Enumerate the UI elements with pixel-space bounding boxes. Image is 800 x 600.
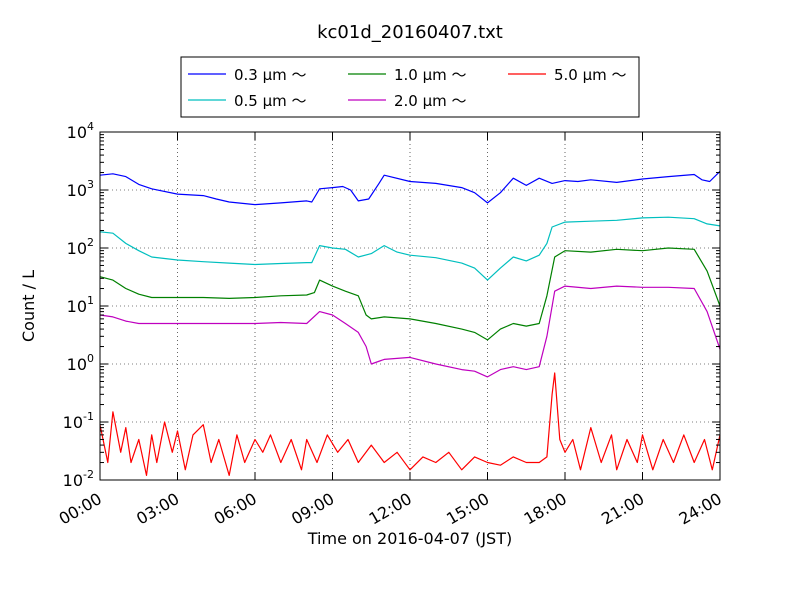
series-line-3 [99,285,721,378]
series-line-1 [99,216,721,281]
y-tick-label: 10-1 [63,410,94,432]
x-tick-labels: 00:00 03:00 06:00 09:00 12:00 15:00 18:00 21:00… [56,489,725,529]
x-tick-label: 12:00 [366,489,415,529]
x-tick-label: 09:00 [288,489,337,529]
series-line-2 [99,247,721,341]
x-tick-label: 18:00 [521,489,570,529]
y-axis-label: Count / L [19,270,38,342]
series-lines [99,170,721,476]
x-tick-label: 24:00 [676,489,725,529]
y-tick-label: 100 [67,352,94,374]
series-line-4 [99,372,721,476]
chart-title: kc01d_20160407.txt [317,22,503,43]
plot-area [99,131,721,481]
y-tick-label: 103 [67,178,94,200]
grid [100,132,720,480]
axis-ticks [99,131,721,481]
x-tick-label: 06:00 [211,489,260,529]
x-axis-label: Time on 2016-04-07 (JST) [307,529,512,548]
x-tick-label: 00:00 [56,489,105,529]
legend-label-4: 5.0 μm ～ [554,66,627,84]
y-tick-label: 101 [67,294,94,316]
legend-label-0: 0.3 μm ～ [234,66,307,84]
x-tick-label: 21:00 [598,489,647,529]
y-tick-label: 10-2 [63,468,94,490]
series-line-0 [99,170,721,206]
legend-label-2: 1.0 μm ～ [394,66,467,84]
y-tick-label: 104 [67,120,94,142]
y-tick-labels: 10-2 10-1 100 101 102 103 104 [63,120,94,490]
legend-label-3: 2.0 μm ～ [394,92,467,110]
legend-box [180,56,640,118]
legend-label-1: 0.5 μm ～ [234,92,307,110]
y-tick-label: 102 [67,236,94,258]
x-tick-label: 03:00 [133,489,182,529]
legend: 0.3 μm ～ 0.5 μm ～ 1.0 μm ～ 2.0 μm ～ 5.0 μm ～ [180,56,640,118]
x-tick-label: 15:00 [443,489,492,529]
